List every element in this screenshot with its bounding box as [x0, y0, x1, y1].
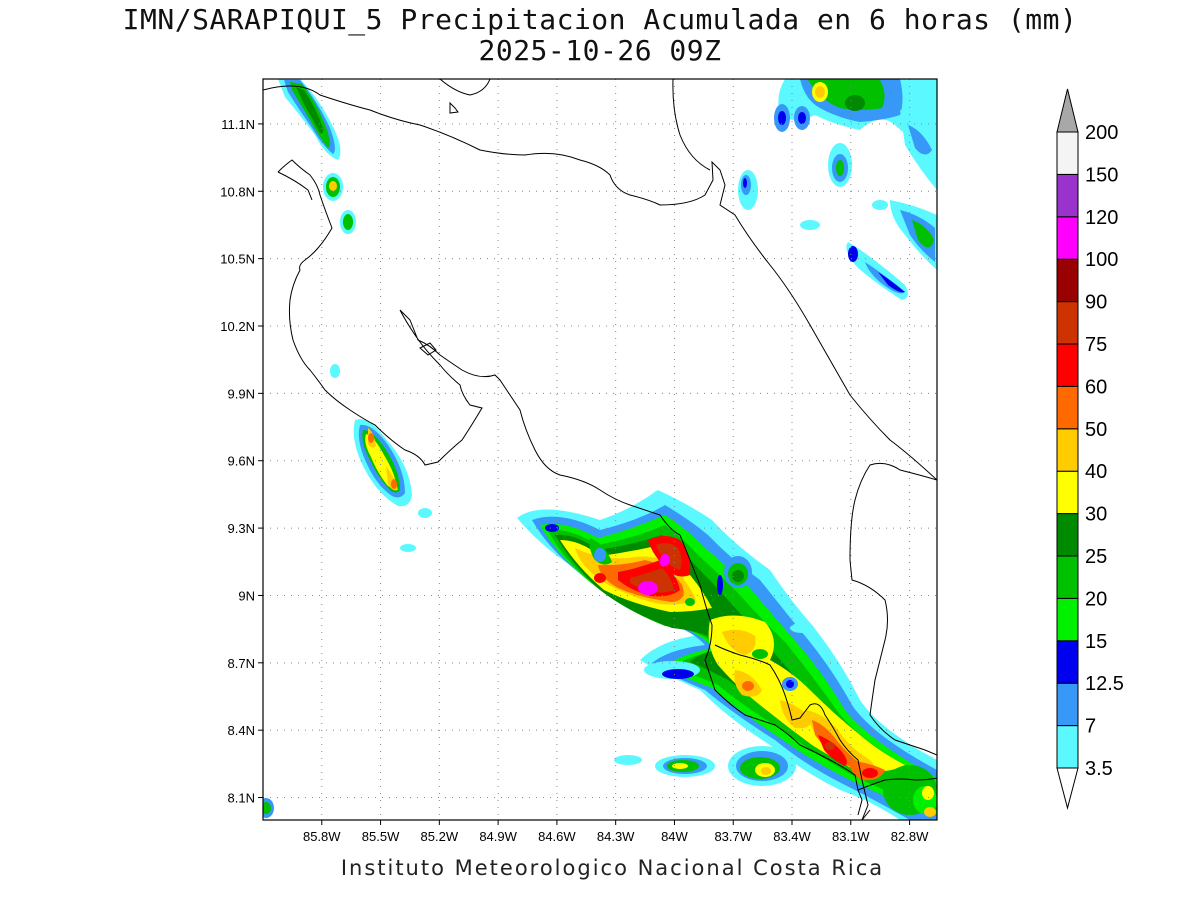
colorbar-label: 30: [1085, 504, 1107, 526]
colorbar-swatch: [1056, 131, 1079, 175]
x-tick-label: 82.8W: [891, 829, 929, 844]
y-tick-label: 10.8N: [220, 184, 255, 199]
y-tick-label: 8.7N: [228, 656, 255, 671]
precip-south-coast-cells: [614, 661, 796, 786]
colorbar-max-arrow: [1056, 88, 1079, 133]
colorbar-label: 40: [1085, 461, 1107, 483]
y-tick-label: 9N: [238, 588, 255, 603]
lake-island: [449, 101, 459, 114]
x-tick-label: 85.2W: [421, 829, 459, 844]
panama-caribbean: [849, 462, 937, 756]
precip-nw-cells: [263, 173, 356, 818]
nicaragua-coast: [263, 85, 937, 481]
x-tick-label: 83.7W: [714, 829, 752, 844]
colorbar-swatch: [1056, 513, 1079, 557]
colorbar-swatch: [1056, 173, 1079, 218]
x-tick-label: 84.6W: [538, 829, 576, 844]
colorbar-label: 75: [1085, 334, 1107, 356]
precip-caribbean-cells: [738, 79, 937, 300]
x-tick-label: 83.1W: [832, 829, 870, 844]
y-tick-label: 9.9N: [228, 386, 255, 401]
x-tick-label: 84.3W: [597, 829, 635, 844]
colorbar-swatch: [1056, 258, 1079, 303]
institution-footer: Instituto Meteorologico Nacional Costa R…: [340, 856, 885, 880]
colorbar-label: 100: [1085, 249, 1118, 271]
x-tick-label: 85.8W: [303, 829, 341, 844]
y-tick-label: 8.1N: [228, 791, 255, 806]
colorbar-label: 12.5: [1085, 673, 1124, 695]
panama-border: [714, 644, 869, 820]
y-axis: 11.1N 10.8N 10.5N 10.2N 9.9N 9.6N 9.3N 9N 8.7N 8.…: [220, 117, 263, 806]
colorbar-swatch: [1056, 301, 1079, 345]
colorbar-label: 50: [1085, 419, 1107, 441]
y-tick-label: 9.6N: [228, 454, 255, 469]
y-tick-label: 9.3N: [228, 521, 255, 536]
colorbar-label: 90: [1085, 292, 1107, 314]
colorbar: 3.5 7 12.5 15 20 25 30 40 50 60 75 90 100 120 150 200: [1056, 88, 1124, 810]
map-datetime: 2025-10-26 09Z: [478, 34, 722, 67]
colorbar-swatch: [1056, 343, 1079, 387]
x-axis: 85.8W 85.5W 85.2W 84.9W 84.6W 84.3W 84W 83.7W 83…: [303, 820, 929, 844]
colorbar-swatch: [1056, 640, 1079, 684]
gulf-island: [419, 342, 437, 356]
nicaragua-lake-north: [439, 79, 491, 96]
nicoya-peninsula: [277, 171, 681, 536]
colorbar-swatch: [1056, 555, 1079, 599]
colorbar-label: 120: [1085, 207, 1118, 229]
colorbar-label: 15: [1085, 631, 1107, 653]
colorbar-min-arrow: [1056, 767, 1079, 810]
colorbar-swatch: [1056, 470, 1079, 515]
colorbar-swatch: [1056, 597, 1079, 642]
panama-lower: [861, 809, 871, 820]
y-tick-label: 11.1N: [221, 117, 255, 132]
colorbar-swatch: [1056, 385, 1079, 430]
x-tick-label: 85.5W: [362, 829, 400, 844]
southern-coast: [857, 777, 937, 791]
map-grid: [263, 79, 937, 820]
x-tick-label: 83.4W: [773, 829, 811, 844]
precip-nicoya-band: [353, 419, 432, 552]
colorbar-label: 150: [1085, 164, 1118, 186]
colorbar-label: 25: [1085, 546, 1107, 568]
colorbar-swatch: [1056, 428, 1079, 472]
colorbar-label: 20: [1085, 588, 1107, 610]
colorbar-label: 3.5: [1085, 758, 1113, 780]
colorbar-swatch: [1056, 682, 1079, 727]
pacific-coast-north: [277, 159, 351, 411]
colorbar-swatch: [1056, 216, 1079, 260]
y-tick-label: 8.4N: [228, 723, 255, 738]
x-tick-label: 84.9W: [479, 829, 517, 844]
colorbar-swatch: [1056, 725, 1079, 769]
map-title: IMN/SARAPIQUI_5 Precipitacion Acumulada …: [122, 3, 1078, 36]
colorbar-label: 60: [1085, 376, 1107, 398]
osa-coast: [679, 534, 863, 816]
nicaragua-inland: [672, 79, 711, 171]
coastlines: [263, 79, 937, 820]
y-tick-label: 10.2N: [220, 319, 255, 334]
map-frame: [262, 78, 938, 821]
x-tick-label: 84W: [661, 829, 688, 844]
colorbar-label: 7: [1085, 716, 1096, 738]
y-tick-label: 10.5N: [220, 252, 255, 267]
colorbar-label: 200: [1085, 122, 1118, 144]
